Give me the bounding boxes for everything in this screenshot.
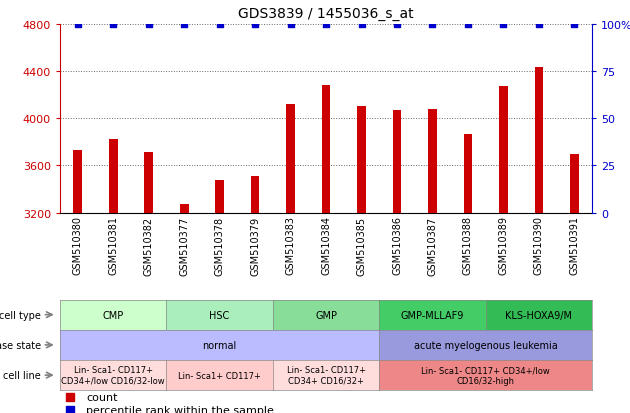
Bar — [392, 111, 401, 413]
Point — [72, 21, 83, 28]
Text: cell type: cell type — [0, 310, 41, 320]
Bar — [570, 154, 579, 413]
Point — [392, 21, 402, 28]
Bar — [357, 107, 366, 413]
Point — [321, 21, 331, 28]
Point — [214, 21, 224, 28]
Bar — [108, 140, 118, 413]
Bar — [464, 134, 472, 413]
Text: cell line: cell line — [3, 370, 41, 380]
Title: GDS3839 / 1455036_s_at: GDS3839 / 1455036_s_at — [238, 7, 414, 21]
Text: KLS-HOXA9/M: KLS-HOXA9/M — [505, 310, 573, 320]
Point — [427, 21, 437, 28]
Point — [570, 21, 580, 28]
Bar — [73, 151, 82, 413]
Bar — [499, 87, 508, 413]
Point — [108, 21, 118, 28]
Point — [357, 21, 367, 28]
Text: CMP: CMP — [103, 310, 123, 320]
Text: count: count — [86, 392, 118, 402]
Bar — [321, 86, 331, 413]
Bar — [251, 177, 260, 413]
Text: Lin- Sca1- CD117+
CD34+/low CD16/32-low: Lin- Sca1- CD117+ CD34+/low CD16/32-low — [61, 366, 165, 385]
Point — [498, 21, 508, 28]
Point — [463, 21, 473, 28]
Point — [179, 21, 189, 28]
Text: Lin- Sca1+ CD117+: Lin- Sca1+ CD117+ — [178, 371, 261, 380]
Bar — [534, 68, 544, 413]
Text: GMP: GMP — [315, 310, 337, 320]
Bar — [144, 153, 153, 413]
Text: HSC: HSC — [209, 310, 230, 320]
Bar — [180, 205, 188, 413]
Text: Lin- Sca1- CD117+
CD34+ CD16/32+: Lin- Sca1- CD117+ CD34+ CD16/32+ — [287, 366, 365, 385]
Text: normal: normal — [202, 340, 237, 350]
Bar — [428, 109, 437, 413]
Text: disease state: disease state — [0, 340, 41, 350]
Bar — [286, 105, 295, 413]
Point — [534, 21, 544, 28]
Text: percentile rank within the sample: percentile rank within the sample — [86, 405, 274, 413]
Bar — [215, 180, 224, 413]
Text: Lin- Sca1- CD117+ CD34+/low
CD16/32-high: Lin- Sca1- CD117+ CD34+/low CD16/32-high — [421, 366, 550, 385]
Point — [144, 21, 154, 28]
Text: GMP-MLLAF9: GMP-MLLAF9 — [401, 310, 464, 320]
Point — [285, 21, 295, 28]
Point — [250, 21, 260, 28]
Text: acute myelogenous leukemia: acute myelogenous leukemia — [414, 340, 558, 350]
